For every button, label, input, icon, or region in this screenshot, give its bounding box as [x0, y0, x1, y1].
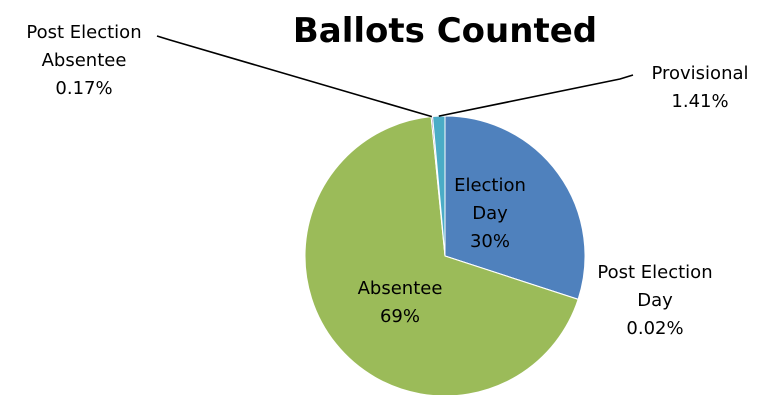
chart-title: Ballots Counted — [293, 11, 597, 51]
data-labels: Election Day 30% Post Election Day 0.02% Absen… — [26, 22, 748, 339]
data-label-4: Provisional 1.41% — [651, 63, 748, 112]
data-label-name: Absentee — [42, 50, 127, 71]
data-label-percent: 0.17% — [55, 78, 112, 99]
data-label-name: Provisional — [651, 63, 748, 84]
data-label-percent: 69% — [380, 306, 420, 327]
data-label-percent: 1.41% — [671, 91, 728, 112]
data-label-name: Post Election — [597, 262, 712, 283]
data-label-percent: 30% — [470, 231, 510, 252]
leader-lines — [156, 35, 634, 118]
data-label-percent: 0.02% — [626, 318, 683, 339]
pie-slice-4 — [432, 115, 446, 257]
data-label-name: Election — [454, 175, 526, 196]
pie-slices — [304, 115, 586, 395]
pie-slice-2 — [304, 116, 579, 395]
leader-line-4 — [438, 74, 634, 117]
data-label-name: Absentee — [358, 278, 443, 299]
data-label-2: Absentee 69% — [358, 278, 443, 327]
data-label-3: Post Election Absentee 0.17% — [26, 22, 141, 99]
data-label-name: Day — [472, 203, 508, 224]
data-label-0: Election Day 30% — [454, 175, 526, 252]
pie-slice-0 — [444, 115, 586, 300]
data-label-name: Day — [637, 290, 673, 311]
data-label-name: Post Election — [26, 22, 141, 43]
leader-line-3 — [156, 35, 433, 118]
data-label-1: Post Election Day 0.02% — [597, 262, 712, 339]
